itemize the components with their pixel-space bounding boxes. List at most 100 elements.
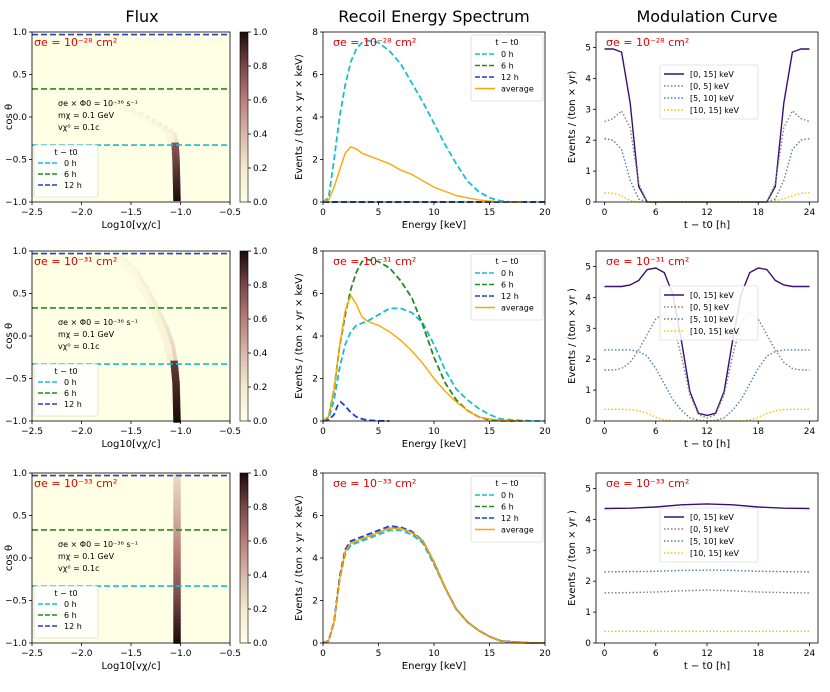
colorbar-tick-label: 0.4 (253, 349, 268, 359)
flux-cell (148, 292, 153, 297)
spectrum-series-average (322, 294, 523, 422)
spectrum-xtick-label: 15 (484, 649, 495, 659)
flux-legend-label: 12 h (64, 181, 82, 190)
flux-cell (135, 111, 140, 117)
flux-xtick-label: −0.5 (219, 427, 241, 437)
sigma-label: σe = 10⁻²⁸ cm² (606, 36, 689, 49)
flux-cell (176, 592, 181, 597)
flux-cell (141, 285, 146, 291)
flux-cell (174, 370, 179, 376)
flux-cell (142, 282, 147, 287)
flux-param: σe × Φ0 = 10⁻³⁶ s⁻¹ (58, 318, 138, 327)
title-modulation: Modulation Curve (636, 7, 777, 26)
colorbar-tick-label: 1.0 (253, 247, 268, 257)
flux-xtick-label: −1.0 (170, 427, 192, 437)
flux-cell (176, 183, 181, 188)
flux-cell (164, 347, 169, 352)
spectrum-legend-label: 6 h (501, 503, 514, 512)
flux-cell (140, 289, 145, 294)
flux-cell (138, 275, 143, 280)
modulation-ytick-label: 4 (585, 293, 591, 303)
sigma-label: σe = 10⁻³¹ cm² (34, 255, 117, 268)
flux-cell (173, 612, 178, 617)
modulation-legend-label: [5, 10] keV (690, 537, 734, 546)
flux-xtick-label: −0.5 (219, 649, 241, 659)
flux-cell (176, 537, 181, 542)
flux-cell (168, 336, 173, 342)
modulation-ytick-label: 0 (585, 639, 591, 649)
flux-cell (124, 258, 129, 263)
spectrum-series-average (322, 145, 523, 203)
flux-cell (176, 196, 181, 202)
flux-cell (176, 588, 181, 593)
flux-legend-label: 12 h (64, 622, 82, 631)
spectrum-ytick-label: 6 (312, 290, 318, 300)
flux-cell (172, 159, 177, 164)
flux-cell (176, 551, 181, 556)
flux-cell (176, 401, 181, 406)
flux-param: mχ = 0.1 GeV (58, 552, 115, 561)
spectrum-ytick-label: 6 (312, 71, 318, 81)
sigma-label: σe = 10⁻³¹ cm² (333, 255, 416, 268)
modulation-legend-box (659, 507, 759, 563)
flux-cell (127, 108, 132, 113)
flux-cell (176, 547, 181, 552)
spectrum-ytick-label: 8 (312, 28, 318, 38)
flux-cell (169, 132, 174, 137)
modulation-xtick-label: 6 (653, 649, 659, 659)
flux-cell (176, 598, 181, 603)
flux-cell (166, 330, 171, 335)
sigma-label: σe = 10⁻²⁸ cm² (34, 36, 117, 49)
flux-cell (173, 558, 178, 563)
flux-cell (173, 530, 178, 535)
flux-cell (175, 387, 180, 393)
flux-xlabel: Log10[vχ/c] (102, 661, 161, 672)
flux-param: mχ = 0.1 GeV (58, 330, 115, 339)
modulation-ytick-label: 1 (585, 167, 591, 177)
flux-cell (140, 279, 145, 284)
flux-cell (138, 285, 143, 291)
colorbar-tick-label: 0.2 (253, 605, 267, 615)
flux-cell (152, 313, 157, 318)
flux-cell (176, 391, 181, 396)
flux-cell (173, 415, 178, 420)
modulation-ytick-label: 4 (585, 74, 591, 84)
flux-cell (171, 347, 176, 352)
flux-cell (146, 289, 151, 294)
flux-cell (176, 394, 181, 399)
flux-cell (145, 292, 150, 297)
flux-cell (158, 319, 163, 325)
flux-xtick-label: −1.5 (120, 208, 142, 218)
flux-ytick-label: 0.5 (13, 290, 27, 300)
spectrum-xtick-label: 20 (539, 208, 551, 218)
flux-cell (173, 609, 178, 614)
flux-cell (173, 473, 178, 478)
flux-cell (170, 364, 175, 369)
flux-cell (173, 357, 178, 362)
flux-ytick-label: 0.5 (13, 71, 27, 81)
flux-cell (176, 530, 181, 535)
modulation-legend-label: [0, 15] keV (690, 513, 734, 522)
flux-cell (173, 554, 178, 559)
spectrum-legend: t − t0 0 h 6 h 12 h average (470, 34, 544, 102)
spectrum-legend-label: 0 h (501, 50, 514, 59)
modulation-ytick-label: 0 (585, 198, 591, 208)
modulation-series (604, 569, 810, 573)
flux-cell (171, 149, 176, 154)
flux-ytick-label: 0.0 (13, 113, 28, 123)
flux-cell (160, 316, 165, 321)
modulation-ytick-label: 0 (585, 417, 591, 427)
flux-cell (155, 319, 160, 325)
spectrum-xtick-label: 10 (428, 427, 440, 437)
flux-cell (143, 289, 148, 294)
flux-cell (172, 384, 177, 389)
flux-cell (176, 629, 181, 634)
modulation-xtick-label: 24 (804, 649, 816, 659)
colorbar-tick-label: 0.0 (253, 198, 268, 208)
flux-cell (176, 398, 181, 403)
flux-cell (175, 381, 180, 386)
flux-cell (168, 350, 173, 355)
flux-cell (176, 578, 181, 583)
flux-cell (176, 415, 181, 420)
flux-cell (155, 313, 160, 318)
